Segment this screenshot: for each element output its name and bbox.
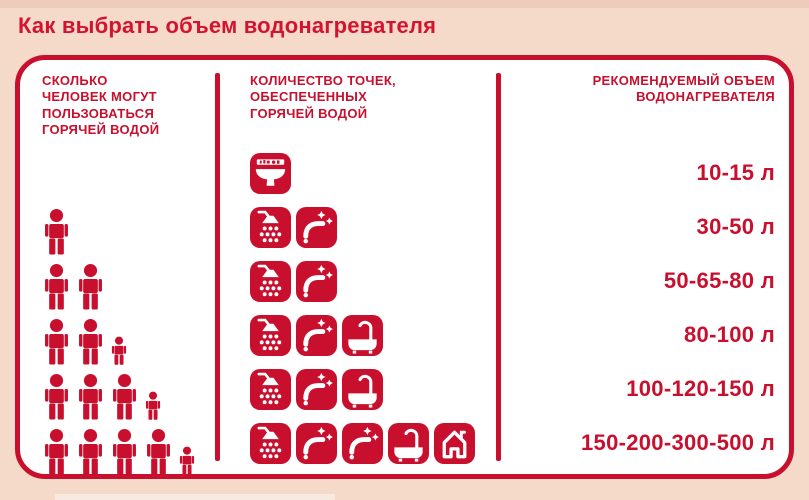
faucet-icon — [296, 368, 337, 410]
house-icon — [434, 422, 475, 464]
bottom-edge-strip — [55, 494, 335, 500]
column-people: СКОЛЬКО ЧЕЛОВЕК МОГУТ ПОЛЬЗОВАТЬСЯ ГОРЯЧ… — [42, 60, 212, 476]
volume-row: 150-200-300-500 л — [501, 416, 775, 470]
adult-person-icon — [45, 263, 68, 310]
faucet-icon — [296, 260, 337, 302]
volume-row: 30-50 л — [501, 200, 775, 254]
adult-person-icon — [79, 318, 102, 365]
child-person-icon — [111, 336, 127, 365]
water-points-row — [250, 200, 493, 254]
shower-icon — [250, 206, 291, 248]
water-points-row — [250, 254, 493, 308]
points-rows — [250, 146, 493, 470]
people-count-row — [42, 421, 212, 476]
adult-person-icon — [79, 373, 102, 420]
page-title: Как выбрать объем водонагревателя — [18, 13, 437, 38]
shower-icon — [250, 422, 291, 464]
people-count-row — [42, 201, 212, 256]
shower-icon — [250, 368, 291, 410]
volume-rows: 10-15 л 30-50 л 50-65-80 л 80-100 л 100-120-… — [501, 146, 775, 470]
faucet-icon — [296, 422, 337, 464]
washbasin-icon — [250, 152, 291, 194]
child-person-icon — [145, 391, 161, 420]
column-volume: РЕКОМЕНДУЕМЫЙ ОБЪЕМ ВОДОНАГРЕВАТЕЛЯ 10-1… — [501, 60, 775, 474]
faucet-icon — [342, 422, 383, 464]
child-person-icon — [179, 446, 195, 475]
adult-person-icon — [45, 428, 68, 475]
people-count-row — [42, 311, 212, 366]
faucet-icon — [296, 206, 337, 248]
bathtub-icon — [342, 314, 383, 356]
people-count-row — [42, 256, 212, 311]
volume-row: 50-65-80 л — [501, 254, 775, 308]
water-points-row — [250, 146, 493, 200]
adult-person-icon — [113, 428, 136, 475]
adult-person-icon — [79, 428, 102, 475]
people-count-row — [42, 366, 212, 421]
column-divider — [496, 73, 501, 461]
volume-value: 100-120-150 л — [626, 376, 775, 401]
adult-person-icon — [113, 373, 136, 420]
adult-person-icon — [147, 428, 170, 475]
volume-row: 80-100 л — [501, 308, 775, 362]
adult-person-icon — [45, 208, 68, 255]
column-header-volume: РЕКОМЕНДУЕМЫЙ ОБЪЕМ ВОДОНАГРЕВАТЕЛЯ — [592, 73, 775, 105]
adult-person-icon — [45, 318, 68, 365]
volume-value: 50-65-80 л — [663, 268, 775, 293]
column-header-people: СКОЛЬКО ЧЕЛОВЕК МОГУТ ПОЛЬЗОВАТЬСЯ ГОРЯЧ… — [42, 73, 160, 137]
water-points-row — [250, 416, 493, 470]
column-divider — [215, 73, 220, 461]
faucet-icon — [296, 314, 337, 356]
water-points-row — [250, 362, 493, 416]
adult-person-icon — [79, 263, 102, 310]
people-count-row — [42, 146, 212, 201]
volume-value: 80-100 л — [684, 322, 775, 347]
bathtub-icon — [388, 422, 429, 464]
water-points-row — [250, 308, 493, 362]
people-rows — [42, 146, 212, 476]
volume-value: 150-200-300-500 л — [581, 430, 775, 455]
shower-icon — [250, 314, 291, 356]
volume-row: 100-120-150 л — [501, 362, 775, 416]
bathtub-icon — [342, 368, 383, 410]
column-points: КОЛИЧЕСТВО ТОЧЕК, ОБЕСПЕЧЕННЫХ ГОРЯЧЕЙ В… — [250, 60, 493, 474]
infographic-panel: СКОЛЬКО ЧЕЛОВЕК МОГУТ ПОЛЬЗОВАТЬСЯ ГОРЯЧ… — [15, 55, 794, 479]
volume-row: 10-15 л — [501, 146, 775, 200]
volume-value: 30-50 л — [696, 214, 775, 239]
volume-value: 10-15 л — [696, 160, 775, 185]
shower-icon — [250, 260, 291, 302]
column-header-points: КОЛИЧЕСТВО ТОЧЕК, ОБЕСПЕЧЕННЫХ ГОРЯЧЕЙ В… — [250, 73, 396, 121]
adult-person-icon — [45, 373, 68, 420]
top-edge-strip — [0, 0, 809, 8]
